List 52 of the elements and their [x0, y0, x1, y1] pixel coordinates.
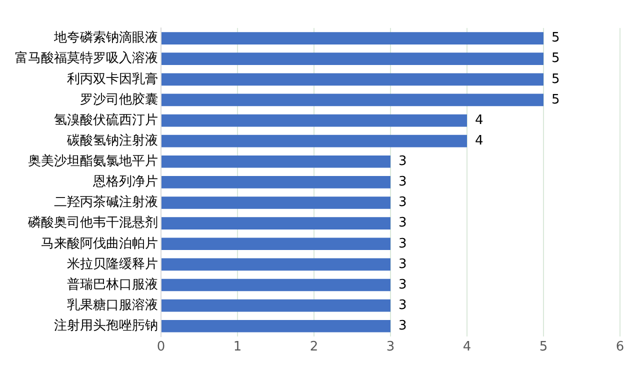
data-label: 4 [475, 112, 484, 128]
data-label: 3 [398, 216, 407, 231]
bar [162, 238, 390, 250]
y-tick-label: 二羟丙茶碱注射液 [54, 195, 158, 210]
data-label: 3 [398, 195, 407, 210]
x-tick-label: 5 [539, 340, 548, 355]
bar [162, 299, 390, 312]
data-label: 3 [398, 318, 407, 334]
x-tick-label: 2 [310, 340, 318, 355]
bar [162, 217, 390, 230]
y-tick-label: 地夸磷索钠滴眼液 [53, 30, 158, 46]
y-tick-label: 富马酸福莫特罗吸入溶液 [15, 50, 158, 66]
y-tick-label: 米拉贝隆缓释片 [67, 256, 158, 272]
x-tick-label: 6 [616, 340, 624, 355]
data-label: 4 [475, 133, 484, 148]
bar [162, 52, 544, 66]
data-label: 5 [552, 92, 560, 108]
bar [162, 114, 467, 127]
x-tick-label: 3 [386, 340, 395, 355]
data-label: 3 [398, 277, 407, 292]
y-tick-label: 奥美沙坦酯氨氯地平片 [28, 153, 158, 170]
x-tick-label: 4 [462, 340, 472, 355]
y-tick-label: 碳酸氢钠注射液 [66, 133, 158, 148]
bar [162, 73, 544, 86]
data-label: 3 [398, 154, 407, 170]
x-tick-label: 1 [233, 340, 242, 355]
bar [162, 155, 390, 168]
data-label: 5 [552, 72, 560, 87]
bar [162, 134, 467, 148]
y-tick-label: 注射用头孢唑肟钠 [54, 318, 158, 334]
bar [162, 258, 390, 271]
data-label: 5 [552, 30, 560, 46]
data-label: 3 [398, 298, 407, 313]
y-tick-label: 磷酸奥司他韦干混悬剂 [27, 214, 158, 231]
y-tick-label: 乳果糖口服溶液 [67, 296, 158, 313]
y-tick-label: 恩格列净片 [92, 174, 158, 190]
y-tick-label: 马来酸阿伐曲泊帕片 [41, 236, 158, 252]
bar [162, 196, 390, 209]
bar [162, 278, 390, 292]
y-tick-label: 普瑞巴林口服液 [67, 276, 158, 292]
data-label: 3 [398, 236, 407, 252]
bar [162, 320, 390, 332]
data-label: 3 [398, 174, 407, 190]
y-tick-label: 氢溴酸伏硫西汀片 [54, 112, 158, 128]
bar [162, 32, 544, 44]
y-tick-label: 罗沙司他胶囊 [80, 92, 158, 108]
bar [162, 176, 390, 188]
data-label: 5 [552, 51, 560, 66]
bar [162, 94, 544, 106]
y-tick-label: 利丙双卡因乳膏 [67, 72, 158, 87]
x-tick-label: 0 [156, 340, 166, 355]
data-label: 3 [398, 256, 407, 272]
